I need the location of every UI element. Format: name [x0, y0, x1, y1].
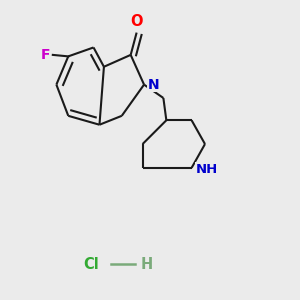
Text: N: N [148, 78, 159, 92]
Text: NH: NH [196, 163, 218, 176]
Text: F: F [40, 48, 50, 62]
Text: H: H [141, 257, 153, 272]
Text: Cl: Cl [84, 257, 100, 272]
Text: O: O [130, 14, 143, 29]
